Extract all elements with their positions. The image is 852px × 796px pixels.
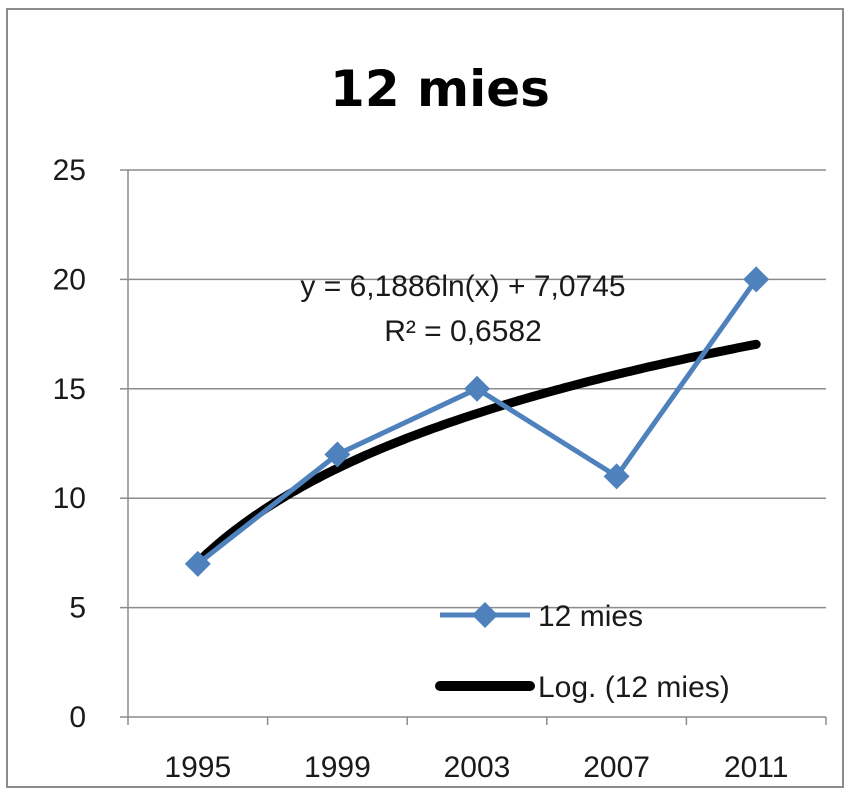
legend: 12 mies Log. (12 mies) <box>435 600 730 704</box>
trendline-equation: y = 6,1886ln(x) + 7,0745 <box>300 270 625 303</box>
y-tick-label: 0 <box>69 701 86 734</box>
y-tick-label: 25 <box>53 154 86 187</box>
series-group <box>184 266 770 577</box>
data-point-marker <box>184 550 211 577</box>
data-point-marker <box>464 375 490 402</box>
trendline-r-squared: R² = 0,6582 <box>384 315 542 348</box>
x-tick-labels: 1995 1999 2003 2007 2011 <box>164 751 788 784</box>
axes <box>120 169 827 725</box>
legend-label-trendline: Log. (12 mies) <box>538 671 730 704</box>
x-tick-label: 1995 <box>164 751 231 784</box>
y-tick-label: 20 <box>53 263 86 296</box>
legend-label-series: 12 mies <box>538 600 643 633</box>
data-point-marker <box>324 441 351 468</box>
y-tick-label: 5 <box>69 592 86 625</box>
chart-title: 12 mies <box>330 60 550 118</box>
x-tick-label: 1999 <box>304 751 371 784</box>
chart-frame: 12 mies 0 5 10 15 20 25 1995 1999 2003 2007 2011 … <box>6 8 844 788</box>
data-point-marker <box>743 266 770 293</box>
data-point-marker <box>603 463 630 490</box>
legend-marker-diamond <box>472 602 498 628</box>
y-tick-label: 15 <box>53 373 86 406</box>
y-tick-labels: 0 5 10 15 20 25 <box>53 154 86 734</box>
x-tick-label: 2011 <box>724 751 789 784</box>
x-tick-label: 2007 <box>583 751 650 784</box>
y-tick-label: 10 <box>53 482 86 515</box>
trendline-annotation: y = 6,1886ln(x) + 7,0745 R² = 0,6582 <box>300 270 625 348</box>
x-tick-label: 2003 <box>444 751 511 784</box>
